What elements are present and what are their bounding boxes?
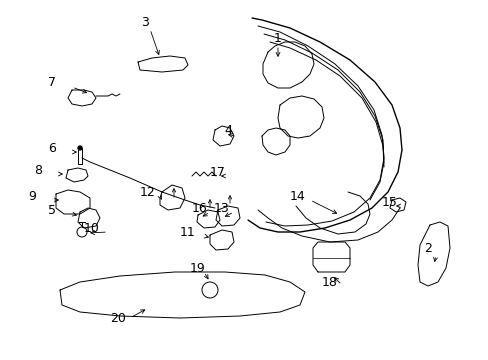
Text: 5: 5	[48, 203, 56, 216]
Text: 8: 8	[34, 163, 42, 176]
Text: 1: 1	[273, 31, 282, 45]
Polygon shape	[68, 90, 96, 106]
Text: 14: 14	[289, 189, 305, 202]
Circle shape	[78, 146, 82, 150]
Polygon shape	[312, 242, 349, 272]
Polygon shape	[263, 42, 313, 88]
Text: 20: 20	[110, 311, 126, 324]
Polygon shape	[60, 272, 305, 318]
Polygon shape	[197, 210, 220, 228]
Polygon shape	[160, 185, 184, 210]
Polygon shape	[216, 206, 240, 226]
Text: 12: 12	[140, 185, 156, 198]
Text: 3: 3	[141, 15, 149, 28]
Text: 4: 4	[224, 123, 231, 136]
Text: 2: 2	[423, 242, 431, 255]
Polygon shape	[213, 126, 234, 146]
Text: 10: 10	[84, 221, 100, 234]
Text: 11: 11	[180, 225, 196, 238]
Polygon shape	[138, 56, 187, 72]
Polygon shape	[66, 168, 88, 182]
Text: 16: 16	[192, 202, 207, 215]
Text: 9: 9	[28, 189, 36, 202]
Polygon shape	[78, 208, 100, 228]
Polygon shape	[262, 128, 289, 155]
Polygon shape	[417, 222, 449, 286]
Text: 17: 17	[210, 166, 225, 179]
Text: 15: 15	[381, 195, 397, 208]
Polygon shape	[209, 230, 234, 250]
Text: 18: 18	[322, 275, 337, 288]
Text: 13: 13	[214, 202, 229, 215]
Text: 7: 7	[48, 77, 56, 90]
Text: 19: 19	[190, 261, 205, 274]
Polygon shape	[56, 190, 90, 214]
Text: 6: 6	[48, 141, 56, 154]
Polygon shape	[389, 198, 405, 212]
Polygon shape	[278, 96, 324, 138]
